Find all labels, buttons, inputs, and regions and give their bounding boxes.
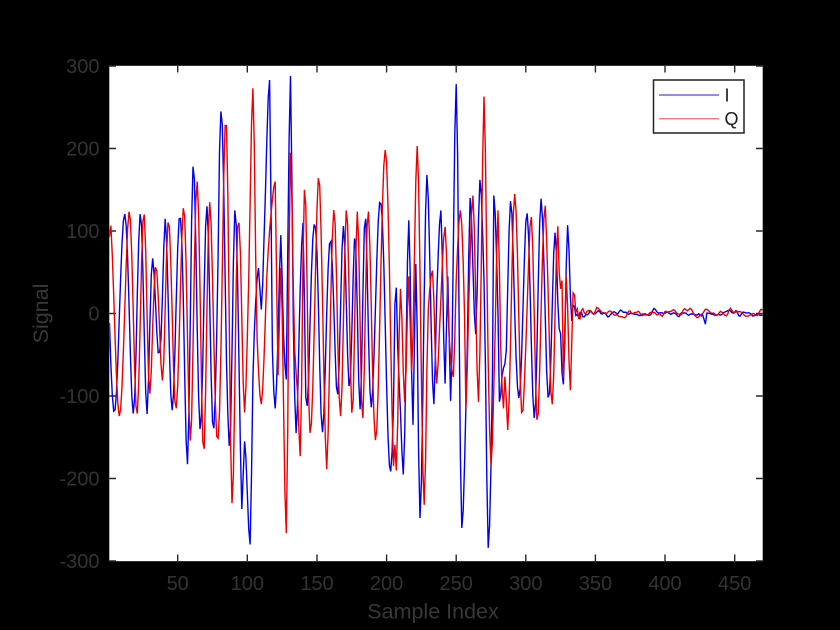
svg-text:-200: -200 xyxy=(59,469,99,491)
svg-text:Sample Index: Sample Index xyxy=(367,600,499,624)
svg-text:450: 450 xyxy=(718,573,751,595)
svg-text:350: 350 xyxy=(579,573,612,595)
svg-text:I: I xyxy=(725,86,730,106)
svg-text:300: 300 xyxy=(509,573,542,595)
svg-text:50: 50 xyxy=(167,573,189,595)
svg-text:Q: Q xyxy=(725,109,739,129)
svg-text:0: 0 xyxy=(88,304,99,326)
svg-text:-300: -300 xyxy=(59,551,99,573)
svg-text:400: 400 xyxy=(648,573,681,595)
svg-text:200: 200 xyxy=(66,139,99,161)
svg-text:150: 150 xyxy=(300,573,333,595)
svg-text:-100: -100 xyxy=(59,386,99,408)
svg-text:250: 250 xyxy=(440,573,473,595)
svg-text:200: 200 xyxy=(370,573,403,595)
svg-text:Signal: Signal xyxy=(29,284,53,344)
svg-text:100: 100 xyxy=(231,573,264,595)
svg-text:100: 100 xyxy=(66,221,99,243)
svg-text:300: 300 xyxy=(66,56,99,78)
